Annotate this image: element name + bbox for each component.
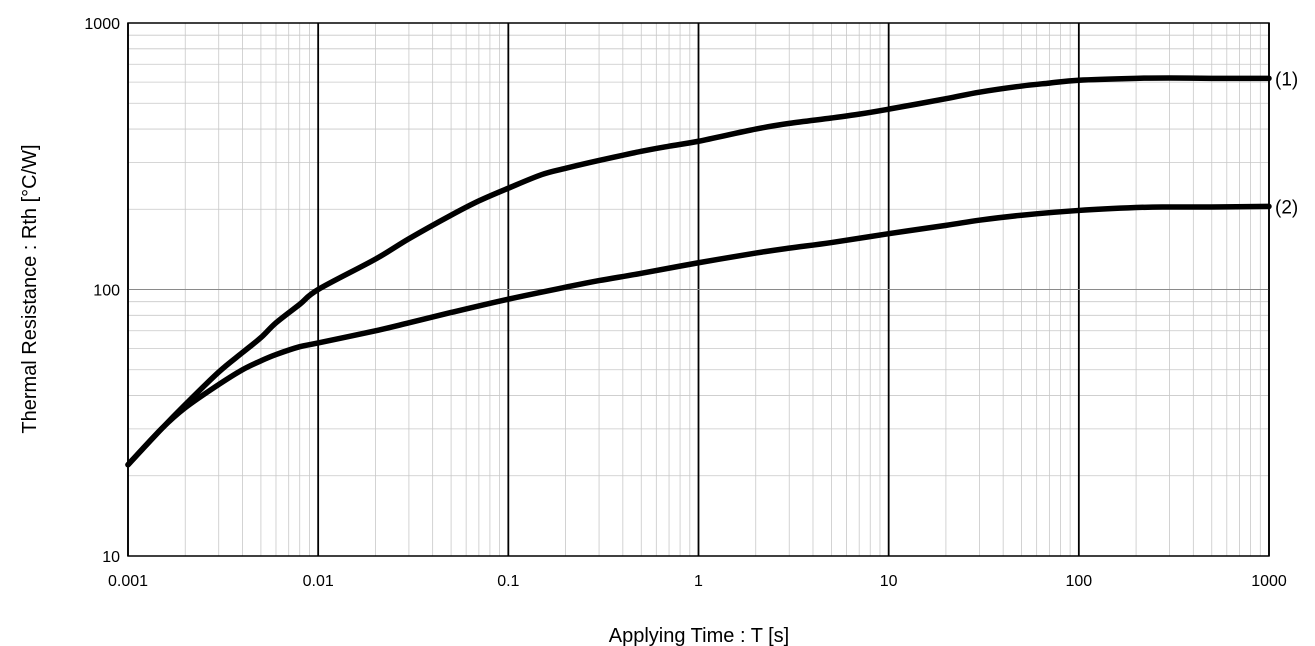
x-tick-labels: 0.001 0.01 0.1 1 10 100 1000	[108, 573, 1287, 590]
y-tick-label: 1000	[84, 16, 120, 33]
series-line-2	[125, 203, 1272, 468]
y-axis-label: Thermal Resistance : Rth [°C/W]	[19, 144, 41, 433]
y-tick-label: 100	[93, 283, 120, 300]
x-tick-label: 100	[1065, 573, 1092, 590]
plot-frame	[127, 22, 1270, 557]
series-label-2: (2)	[1275, 197, 1298, 218]
series-label-1: (1)	[1275, 69, 1298, 90]
x-tick-label: 1	[694, 573, 703, 590]
series-labels: (1) (2)	[1275, 69, 1298, 218]
x-tick-label: 10	[880, 573, 898, 590]
x-tick-label: 0.1	[497, 573, 519, 590]
y-tick-labels: 10 100 1000	[84, 16, 120, 566]
series-line-1	[125, 75, 1272, 468]
x-tick-label: 0.01	[303, 573, 334, 590]
x-tick-label: 1000	[1251, 573, 1287, 590]
x-tick-label: 0.001	[108, 573, 148, 590]
x-axis-label: Applying Time : T [s]	[609, 625, 789, 646]
y-tick-label: 10	[102, 549, 120, 566]
series-lines	[125, 75, 1272, 468]
